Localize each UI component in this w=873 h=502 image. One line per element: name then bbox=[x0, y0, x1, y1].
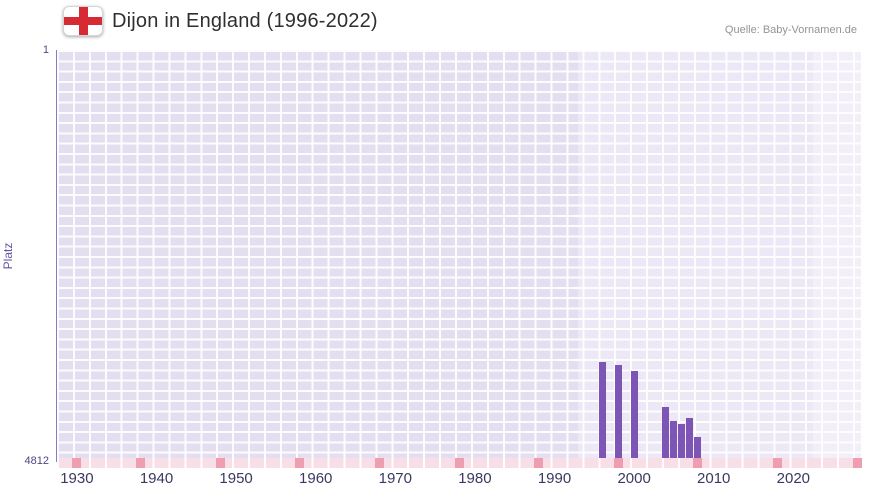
baseline-marker-2008 bbox=[693, 458, 703, 468]
baseline-marker-1968 bbox=[374, 458, 384, 468]
x-tick-1960: 1960 bbox=[299, 470, 333, 487]
baseline-strip bbox=[57, 458, 862, 468]
baseline-marker-1948 bbox=[215, 458, 225, 468]
bar-2006[interactable] bbox=[678, 424, 686, 462]
y-axis-min-label: 4812 bbox=[24, 455, 49, 467]
x-tick-1970: 1970 bbox=[378, 470, 412, 487]
baseline-marker-2018 bbox=[772, 458, 782, 468]
england-flag-icon bbox=[63, 6, 103, 36]
flag-cross-horizontal bbox=[64, 17, 102, 25]
bar-2005[interactable] bbox=[670, 420, 678, 462]
y-axis-max-label: 1 bbox=[42, 44, 49, 56]
baseline-marker-1988 bbox=[534, 458, 544, 468]
baseline-marker-1958 bbox=[295, 458, 305, 468]
bar-2008[interactable] bbox=[694, 436, 702, 462]
baseline-marker-1930 bbox=[72, 458, 82, 468]
y-axis-title: Platz bbox=[1, 242, 15, 270]
baseline-marker-1938 bbox=[136, 458, 146, 468]
x-tick-2020: 2020 bbox=[776, 470, 811, 487]
bar-2007[interactable] bbox=[686, 418, 694, 462]
x-tick-1950: 1950 bbox=[219, 470, 253, 487]
bar-2004[interactable] bbox=[662, 407, 670, 462]
baseline-marker-1978 bbox=[454, 458, 464, 468]
x-tick-1940: 1940 bbox=[139, 470, 174, 487]
x-tick-1980: 1980 bbox=[458, 470, 492, 487]
baseline-marker-1998 bbox=[613, 458, 623, 468]
bar-1998[interactable] bbox=[614, 365, 622, 462]
chart-title: Dijon in England (1996-2022) bbox=[112, 10, 378, 32]
x-tick-2000: 2000 bbox=[617, 470, 651, 487]
bar-1996[interactable] bbox=[598, 362, 606, 462]
source-credit-link[interactable]: Quelle: Baby-Vornamen.de bbox=[724, 24, 857, 36]
x-tick-1930: 1930 bbox=[60, 470, 94, 487]
plot-band-data-period bbox=[578, 50, 814, 462]
x-tick-1990: 1990 bbox=[537, 470, 572, 487]
y-axis-line bbox=[56, 50, 57, 462]
plot-band-post-data bbox=[813, 50, 861, 462]
x-tick-2010: 2010 bbox=[697, 470, 731, 487]
bar-2000[interactable] bbox=[630, 371, 638, 462]
plot-area bbox=[57, 50, 861, 462]
baseline-marker-2028 bbox=[852, 458, 862, 468]
